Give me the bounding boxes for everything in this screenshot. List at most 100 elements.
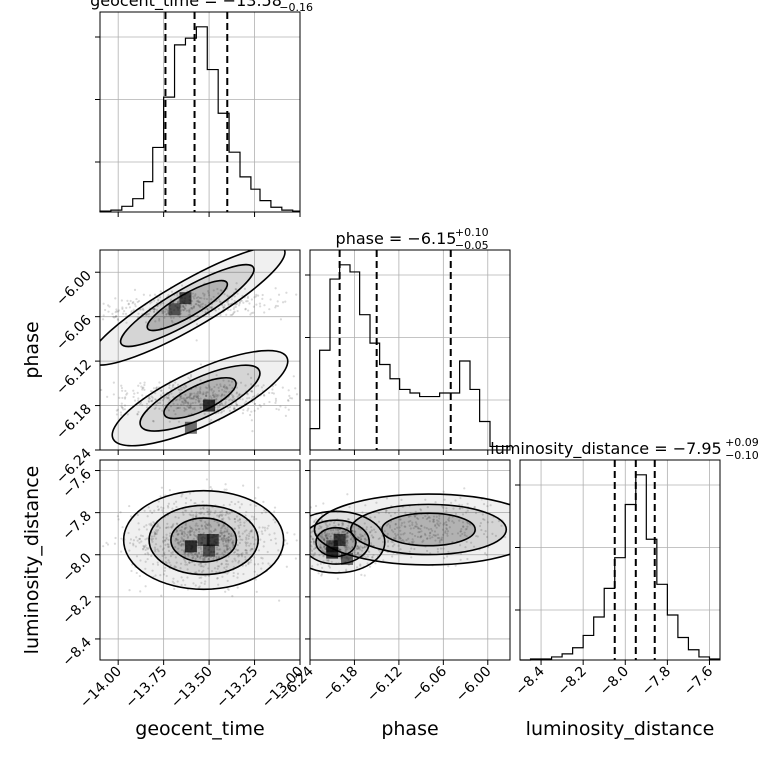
sample-point (320, 387, 322, 389)
sample-point (301, 539, 303, 541)
sample-point (193, 408, 196, 411)
sample-point (182, 538, 185, 541)
sample-point (328, 532, 331, 536)
sample-point (220, 538, 224, 541)
sample-point (426, 505, 429, 509)
sample-point (294, 526, 296, 528)
sample-point (165, 313, 168, 316)
sample-point (389, 514, 393, 517)
sample-point (191, 557, 195, 560)
sample-point (227, 302, 230, 306)
sample-point (111, 312, 114, 315)
sample-point (175, 522, 178, 525)
sample-point (180, 532, 184, 535)
sample-point (432, 518, 435, 521)
sample-point (142, 308, 145, 312)
sample-point (289, 562, 291, 564)
sample-point (149, 509, 152, 512)
sample-point (190, 514, 193, 517)
sample-point (219, 534, 222, 538)
sample-point (203, 556, 206, 559)
sample-point (180, 543, 183, 546)
sample-point (257, 549, 260, 552)
sample-point (197, 392, 200, 395)
x-tick-label: −13.25 (213, 664, 261, 712)
sample-point (153, 535, 156, 538)
sample-point (185, 509, 188, 512)
sample-point (226, 301, 229, 304)
sample-point (259, 405, 263, 408)
sample-point (465, 540, 468, 543)
sample-point (274, 521, 277, 524)
sample-point (412, 527, 415, 530)
sample-point (345, 548, 348, 551)
sample-point (192, 306, 195, 310)
sample-point (414, 521, 417, 524)
sample-point (219, 383, 222, 386)
sample-point (326, 532, 329, 535)
sample-point (167, 526, 170, 529)
y-tick-label: −6.00 (53, 268, 95, 310)
sample-point (385, 497, 389, 500)
sample-point (237, 553, 240, 556)
sample-point (397, 544, 400, 547)
sample-point (136, 539, 139, 542)
sample-point (347, 524, 350, 527)
sample-point (463, 534, 466, 537)
sample-point (419, 536, 422, 539)
sample-point (195, 554, 199, 557)
sample-point (204, 527, 207, 530)
sample-point (208, 388, 211, 391)
sample-point (197, 395, 200, 398)
sample-point (209, 395, 212, 398)
sample-point (134, 545, 138, 548)
sample-point (475, 534, 478, 538)
sample-point (294, 536, 296, 538)
sample-point (233, 295, 236, 298)
sample-point (186, 396, 189, 399)
sample-point (392, 530, 395, 533)
sample-point (346, 534, 349, 537)
sample-point (232, 574, 235, 578)
sample-point (108, 305, 111, 308)
sample-point (162, 539, 165, 543)
sample-point (489, 504, 492, 507)
sample-point (266, 550, 269, 554)
sample-point (150, 300, 153, 304)
sample-point (238, 518, 242, 521)
sample-point (189, 406, 192, 410)
sample-point (143, 525, 146, 528)
sample-point (227, 303, 230, 307)
sample-point (184, 399, 187, 403)
sample-point (481, 513, 484, 516)
sample-point (188, 308, 191, 311)
sample-point (474, 511, 478, 515)
sample-point (228, 503, 231, 506)
sample-point (177, 420, 181, 423)
sample-point (52, 310, 54, 312)
sample-point (182, 542, 185, 545)
sample-point (252, 518, 255, 521)
sample-point (337, 523, 340, 526)
sample-point (201, 305, 204, 308)
sample-point (313, 552, 317, 555)
sample-point (398, 526, 401, 529)
sample-point (466, 502, 469, 505)
sample-point (295, 393, 299, 396)
sample-point (226, 537, 229, 540)
sample-point (205, 297, 209, 301)
sample-point (184, 526, 187, 530)
sample-point (200, 550, 203, 553)
sample-point (113, 316, 116, 319)
sample-point (183, 530, 186, 533)
sample-point (222, 409, 226, 412)
sample-point (222, 542, 225, 545)
sample-point (185, 408, 188, 411)
sample-point (208, 511, 211, 514)
sample-point (235, 515, 239, 518)
sample-point (210, 396, 213, 400)
sample-point (292, 375, 295, 378)
sample-point (524, 515, 526, 517)
sample-point (253, 409, 256, 412)
sample-point (213, 385, 216, 389)
